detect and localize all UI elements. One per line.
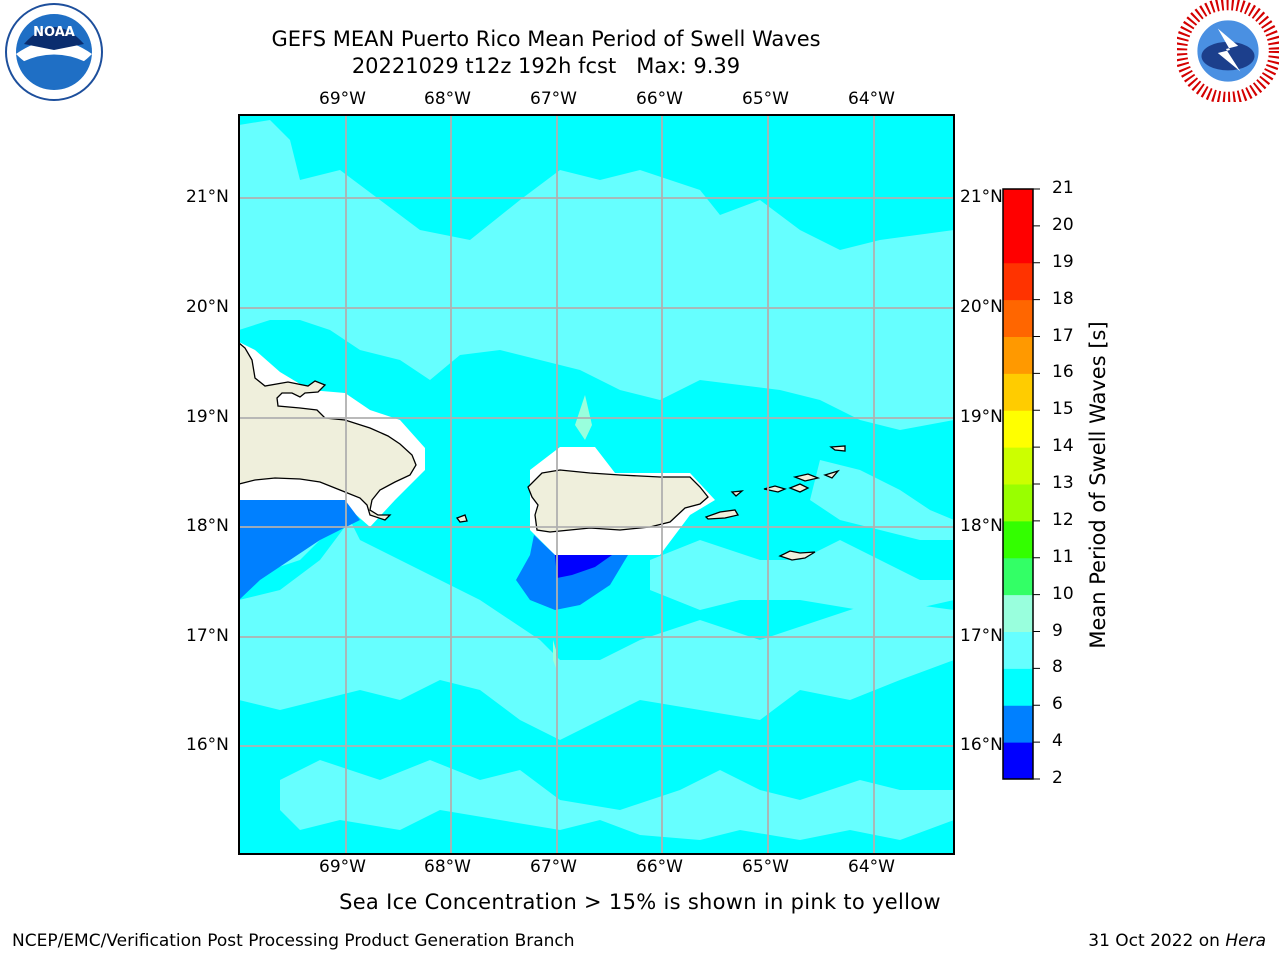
colorbar-tick-label: 11: [1052, 546, 1074, 567]
map-frame: [238, 114, 955, 855]
footer-left: NCEP/EMC/Verification Post Processing Pr…: [12, 931, 575, 951]
title-line-2: 20221029 t12z 192h fcst Max: 9.39: [351, 54, 741, 78]
graticule: [239, 115, 954, 854]
top-lon-label: 67°W: [530, 89, 577, 109]
colorbar-tick-label: 10: [1052, 583, 1074, 604]
virgin-island-3: [792, 473, 821, 482]
caption: Sea Ice Concentration > 15% is shown in …: [339, 890, 941, 914]
colorbar-title: Mean Period of Swell Waves [s]: [1086, 321, 1110, 649]
colorbar-segment: [1003, 189, 1033, 227]
virgin-island-1: [763, 485, 787, 493]
colorbar-ticks: [1033, 188, 1040, 780]
footer-date: 31 Oct 2022 on: [1088, 931, 1226, 951]
colorbar-segment: [1003, 410, 1033, 448]
bottom-lon-label: 67°W: [530, 857, 577, 877]
small-island-a: [823, 469, 840, 479]
colorbar-segment: [1003, 557, 1033, 596]
culebra-island: [730, 490, 745, 497]
top-lon-label: 69°W: [319, 89, 366, 109]
st-croix-island: [778, 550, 816, 561]
colorbar-tick-label: 19: [1052, 251, 1074, 272]
colorbar-segment: [1003, 668, 1033, 706]
vieques-island: [704, 509, 740, 520]
colorbar-segment: [1003, 631, 1033, 669]
colorbar: [1003, 189, 1033, 780]
colorbar-segment: [1003, 484, 1033, 522]
swell-8-9-regions: [239, 120, 954, 840]
title-line-1: GEFS MEAN Puerto Rico Mean Period of Swe…: [271, 27, 821, 51]
left-lat-label: 21°N: [186, 187, 229, 207]
right-lat-label: 16°N: [960, 735, 1003, 755]
colorbar-tick-label: 20: [1052, 214, 1074, 235]
colorbar-segment: [1003, 705, 1033, 743]
bottom-lon-label: 68°W: [424, 857, 471, 877]
puerto-rico-island: [527, 469, 709, 533]
colorbar-segment: [1003, 299, 1033, 337]
colorbar-tick-label: 16: [1052, 362, 1074, 383]
noaa-logo: NOAA: [5, 3, 103, 101]
left-lat-label: 19°N: [186, 407, 229, 427]
hispaniola-island: [238, 341, 417, 521]
right-lat-label: 17°N: [960, 626, 1003, 646]
colorbar-segment: [1003, 742, 1033, 780]
right-lat-label: 18°N: [960, 516, 1003, 536]
colorbar-tick-label: 2: [1052, 768, 1063, 788]
left-lat-label: 20°N: [186, 297, 229, 317]
colorbar-segment: [1003, 336, 1033, 374]
colorbar-segment: [1003, 520, 1033, 559]
colorbar-tick-label: 4: [1052, 731, 1063, 752]
bottom-lon-label: 69°W: [319, 857, 366, 877]
footer-right: 31 Oct 2022 on Hera: [1088, 931, 1266, 951]
bottom-lon-label: 64°W: [848, 857, 895, 877]
colorbar-segment: [1003, 373, 1033, 411]
right-lat-label: 21°N: [960, 187, 1003, 207]
colorbar-tick-label: 6: [1052, 694, 1063, 715]
mona-island: [455, 514, 468, 523]
colorbar-tick-label: 15: [1052, 399, 1074, 420]
colorbar-tick-label: 12: [1052, 509, 1074, 530]
svg-text:NOAA: NOAA: [33, 25, 75, 40]
colorbar-segment: [1003, 447, 1033, 485]
right-lat-label: 19°N: [960, 407, 1003, 427]
top-lon-label: 65°W: [742, 89, 789, 109]
top-lon-label: 64°W: [848, 89, 895, 109]
colorbar-tick-label: 21: [1052, 178, 1074, 198]
land: [238, 341, 846, 561]
top-lon-label: 68°W: [424, 89, 471, 109]
colorbar-tick-label: 9: [1052, 620, 1063, 641]
colorbar-tick-label: 8: [1052, 657, 1063, 678]
virgin-island-2: [788, 483, 810, 493]
colorbar-segment: [1003, 594, 1033, 632]
top-lon-label: 66°W: [636, 89, 683, 109]
footer-host: Hera: [1225, 931, 1266, 951]
left-lat-label: 17°N: [186, 626, 229, 646]
nws-logo: [1177, 0, 1279, 102]
bottom-lon-label: 65°W: [742, 857, 789, 877]
left-lat-label: 16°N: [186, 735, 229, 755]
left-lat-label: 18°N: [186, 516, 229, 536]
colorbar-tick-label: 14: [1052, 436, 1074, 457]
bottom-lon-label: 66°W: [636, 857, 683, 877]
colorbar-segment: [1003, 225, 1033, 264]
colorbar-tick-label: 13: [1052, 473, 1074, 493]
right-lat-label: 20°N: [960, 297, 1003, 317]
colorbar-tick-label: 17: [1052, 325, 1074, 346]
colorbar-segment: [1003, 262, 1033, 301]
colorbar-tick-label: 18: [1052, 288, 1074, 309]
swell-2-4-regions: [555, 555, 612, 578]
anegada-island: [829, 445, 846, 452]
